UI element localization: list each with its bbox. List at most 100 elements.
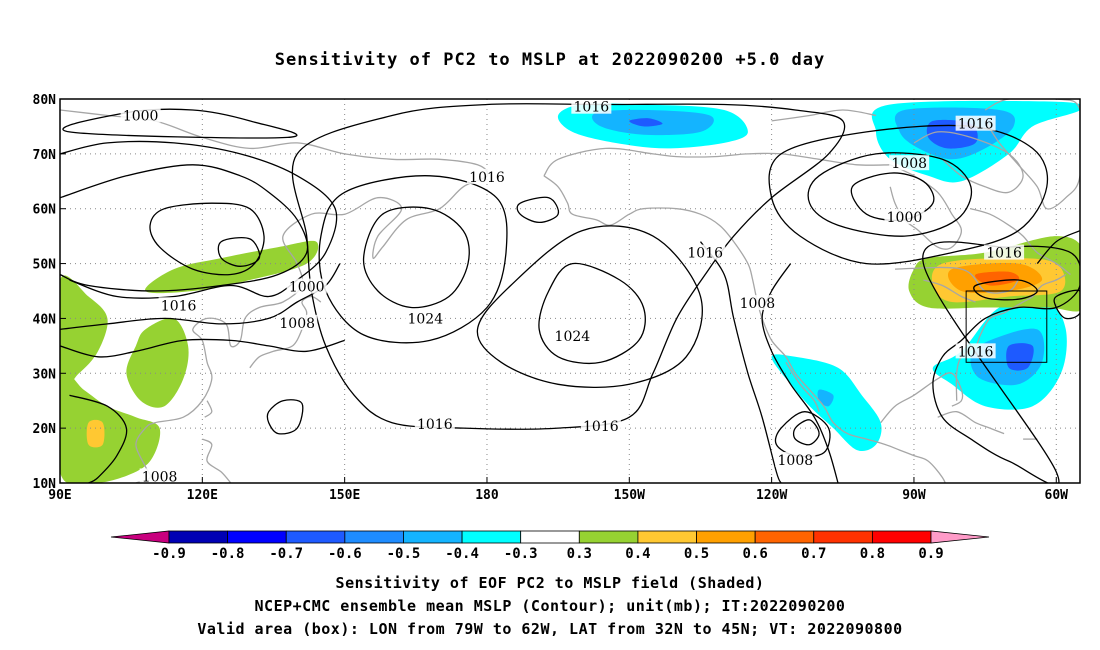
contour-label-background	[984, 244, 1025, 260]
colorbar-tick-label: -0.9	[152, 546, 186, 562]
coast-alaska	[543, 147, 891, 177]
contour-label: 1008	[142, 469, 178, 485]
contour-high-west-2	[318, 175, 508, 344]
contour-low-nw-pacific	[149, 202, 265, 276]
shaded-region-asia-positive-4	[60, 369, 161, 483]
longitude-axis: 90E 120E 150E 180 150W 120W 90W 60W	[48, 477, 1068, 503]
contour-label-layer: 1000 1016 1016 1016 1008 1000 1016 1016 1000 1016…	[120, 98, 1025, 485]
colorbar-swatch	[227, 530, 287, 544]
colorbar-swatch	[578, 530, 639, 544]
lon-tick-label: 90E	[48, 488, 71, 503]
contour-label: 1000	[123, 108, 159, 124]
shaded-region-atlantic-negative-core	[1006, 343, 1034, 371]
contour-pacific-1016-east	[699, 241, 782, 483]
shading-layer	[60, 100, 1080, 483]
colorbar-swatch	[520, 530, 580, 544]
lon-tick-label: 150E	[329, 488, 360, 503]
lat-lon-grid	[60, 99, 1080, 483]
colorbar-tick-label: 0.6	[743, 546, 768, 562]
contour-label: 1016	[687, 246, 723, 262]
colorbar-arrow-right	[930, 530, 990, 544]
shaded-region-asia-positive-3	[126, 317, 189, 408]
contour-small-asia-high	[266, 399, 304, 435]
contour-label-background	[552, 327, 593, 343]
contour-label-background	[571, 98, 612, 114]
contour-mexico-low-2	[774, 411, 831, 458]
contour-label: 1000	[289, 280, 325, 296]
colorbar-tick-label: 0.7	[801, 546, 826, 562]
contour-1016-atlantic	[922, 241, 1080, 483]
colorbar-tick-label: -0.4	[445, 546, 479, 562]
coast-gulf	[880, 372, 964, 424]
contour-east-edge-2	[1036, 230, 1080, 265]
colorbar-arrow-left	[110, 530, 170, 544]
shaded-region-arctic-negative-west-core	[629, 118, 663, 127]
contour-arctic-1000	[62, 108, 298, 139]
contour-label-background	[158, 297, 199, 313]
contour-label: 1024	[555, 329, 591, 345]
coast-asia	[60, 109, 489, 483]
colorbar-swatch	[403, 530, 463, 544]
shaded-region-asia-positive-2	[60, 275, 108, 390]
lat-tick-label: 60N	[33, 203, 57, 218]
coast-lakes	[923, 279, 976, 303]
contour-big-1016	[291, 103, 846, 430]
contour-label-background	[955, 343, 996, 359]
contour-low-nw-pacific-2	[217, 237, 261, 267]
contour-label: 1016	[469, 170, 505, 186]
colorbar-swatch	[754, 530, 815, 544]
lat-tick-label: 40N	[33, 312, 57, 327]
contour-label-background	[286, 278, 327, 294]
colorbar-tick-label: 0.5	[684, 546, 709, 562]
colorbar: -0.9 -0.8 -0.7 -0.6 -0.5 -0.4 -0.3 0.3 0.4 0.5 0.6…	[110, 530, 990, 562]
contour-label: 1008	[279, 316, 315, 332]
contour-label-background	[120, 107, 161, 123]
colorbar-swatch	[637, 530, 697, 544]
contour-east-edge	[1053, 289, 1080, 320]
contour-label: 1008	[740, 296, 776, 312]
valid-area-box	[965, 290, 1048, 363]
contour-label: 1016	[574, 100, 610, 116]
lat-tick-label: 10N	[33, 477, 57, 492]
contour-label: 1000	[887, 210, 923, 226]
contour-label-background	[889, 155, 930, 171]
contour-high-east-2	[476, 225, 703, 388]
shaded-region-asia-positive-4-core	[86, 419, 105, 448]
colorbar-swatch	[461, 530, 522, 544]
contour-high-west-1	[362, 206, 470, 309]
coast-labrador	[970, 208, 1071, 276]
latitude-axis: 10N 20N 30N 40N 50N 60N 70N 80N	[33, 93, 66, 492]
contour-mexico-low-1	[792, 419, 820, 446]
colorbar-swatch	[871, 530, 932, 544]
contour-label: 1008	[891, 156, 927, 172]
colorbar-tick-label: -0.7	[269, 546, 303, 562]
colorbar-swatch	[285, 530, 346, 544]
colorbar-tick-label: 0.8	[860, 546, 885, 562]
contour-label: 1016	[161, 298, 197, 314]
contour-label-background	[414, 415, 455, 431]
contour-great-lakes-low	[973, 279, 1038, 301]
colorbar-tick-label: -0.6	[328, 546, 362, 562]
colorbar-swatch	[168, 530, 229, 544]
caption-contour: NCEP+CMC ensemble mean MSLP (Contour); u…	[254, 597, 846, 615]
colorbar-tick-label: -0.8	[211, 546, 245, 562]
lon-tick-label: 120W	[756, 488, 787, 503]
contour-label-background	[580, 417, 621, 433]
contour-high-east-1	[538, 262, 646, 365]
map-title: Sensitivity of PC2 to MSLP at 2022090200…	[274, 50, 826, 70]
shaded-region-mexico-negative-small	[817, 389, 834, 407]
contour-label: 1008	[778, 453, 814, 469]
contour-label: 1016	[417, 417, 453, 433]
contour-label: 1016	[958, 344, 994, 360]
lat-tick-label: 50N	[33, 258, 57, 273]
contour-label-background	[685, 244, 726, 260]
contour-aleutian-small	[516, 196, 560, 224]
lat-tick-label: 30N	[33, 367, 57, 382]
contour-label-background	[466, 168, 507, 184]
coast-philippines	[201, 438, 232, 483]
contour-asia-low-1	[60, 140, 338, 299]
contour-label-background	[775, 451, 816, 467]
lat-tick-label: 20N	[33, 422, 57, 437]
contour-asia-1016	[60, 338, 345, 358]
